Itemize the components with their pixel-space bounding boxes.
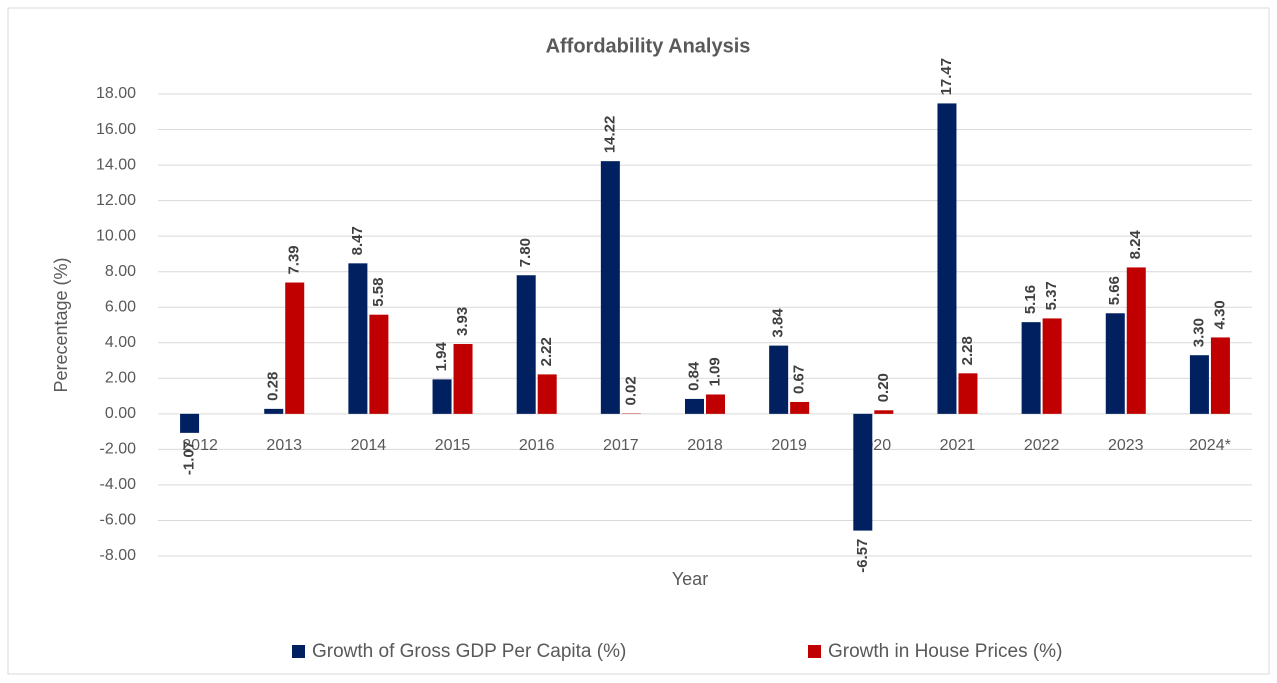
value-label: 7.80 (517, 238, 534, 267)
x-tick-label: 2022 (1024, 437, 1060, 454)
x-tick-label: 2021 (940, 437, 976, 454)
bar (1105, 313, 1125, 414)
value-label: 0.02 (622, 376, 639, 405)
y-tick-label: -4.00 (100, 476, 137, 493)
bar (706, 394, 725, 414)
bar (1021, 322, 1041, 414)
y-tick-label: 0.00 (105, 405, 136, 422)
bar (874, 410, 894, 414)
legend-label: Growth in House Prices (%) (828, 641, 1062, 662)
bar (516, 275, 536, 414)
x-tick-label: 2018 (687, 437, 723, 454)
value-label: 8.24 (1127, 230, 1144, 260)
y-tick-label: 4.00 (105, 334, 136, 351)
value-label: 1.09 (706, 357, 723, 386)
bar (1126, 267, 1146, 414)
y-tick-label: 2.00 (105, 370, 136, 387)
y-axis-title: Perecentage (%) (51, 257, 71, 392)
bar (937, 103, 957, 414)
value-label: 4.30 (1211, 300, 1228, 329)
bar (264, 408, 284, 414)
value-label: 2.28 (959, 336, 976, 365)
value-label: -6.57 (854, 539, 871, 573)
value-label: 3.93 (454, 307, 471, 336)
value-label: 3.30 (1190, 318, 1207, 347)
value-label: 14.22 (601, 116, 618, 154)
bar (600, 161, 620, 414)
value-label: 0.20 (875, 373, 892, 402)
y-tick-label: 14.00 (96, 156, 136, 173)
bar (1189, 355, 1209, 414)
legend-swatch (808, 645, 821, 658)
y-tick-label: 10.00 (96, 227, 136, 244)
x-tick-label: 2013 (266, 437, 302, 454)
bar (180, 413, 200, 433)
value-label: 2.22 (538, 337, 555, 366)
chart-frame (7, 7, 1270, 675)
bar (1210, 337, 1230, 414)
y-tick-label: -2.00 (100, 441, 137, 458)
y-tick-label: 8.00 (105, 263, 136, 280)
bar (790, 401, 810, 414)
y-tick-label: 16.00 (96, 121, 136, 138)
value-label: 3.84 (770, 308, 787, 338)
value-label: 1.94 (433, 342, 450, 372)
x-tick-label: 2012 (182, 437, 218, 454)
bar (348, 263, 368, 414)
y-tick-label: 12.00 (96, 192, 136, 209)
bar (685, 398, 704, 414)
bar (958, 373, 978, 414)
x-tick-label: 2024* (1189, 437, 1231, 454)
y-tick-label: 18.00 (96, 85, 136, 102)
x-tick-label: 2014 (351, 437, 387, 454)
value-label: 0.84 (685, 361, 702, 391)
value-label: 0.28 (265, 372, 282, 401)
bar (537, 374, 557, 414)
x-tick-label: 2023 (1108, 437, 1144, 454)
legend-swatch (292, 645, 305, 658)
value-label: 0.67 (791, 365, 808, 394)
value-label: 5.37 (1043, 281, 1060, 310)
value-label: 8.47 (349, 226, 366, 255)
bar (432, 379, 452, 414)
value-label: 5.16 (1022, 285, 1039, 314)
y-tick-label: -6.00 (100, 512, 137, 529)
bar (853, 413, 873, 531)
value-label: -1.07 (181, 441, 198, 475)
y-tick-label: 6.00 (105, 298, 136, 315)
value-label: 7.39 (286, 245, 303, 274)
bar (769, 345, 789, 414)
x-axis-title: Year (672, 569, 708, 589)
bar (1042, 318, 1062, 414)
chart-title: Affordability Analysis (546, 35, 751, 57)
value-label: 5.58 (370, 277, 387, 306)
y-tick-label: -8.00 (100, 547, 137, 564)
legend-label: Growth of Gross GDP Per Capita (%) (312, 641, 626, 662)
bar (285, 282, 305, 414)
x-tick-label: 2019 (771, 437, 807, 454)
x-tick-label: 2016 (519, 437, 555, 454)
bar (453, 344, 473, 414)
value-label: 17.47 (938, 58, 955, 96)
x-tick-label: 2015 (435, 437, 471, 454)
x-tick-label: 2017 (603, 437, 639, 454)
value-label: 5.66 (1106, 276, 1123, 305)
bar (369, 314, 389, 414)
